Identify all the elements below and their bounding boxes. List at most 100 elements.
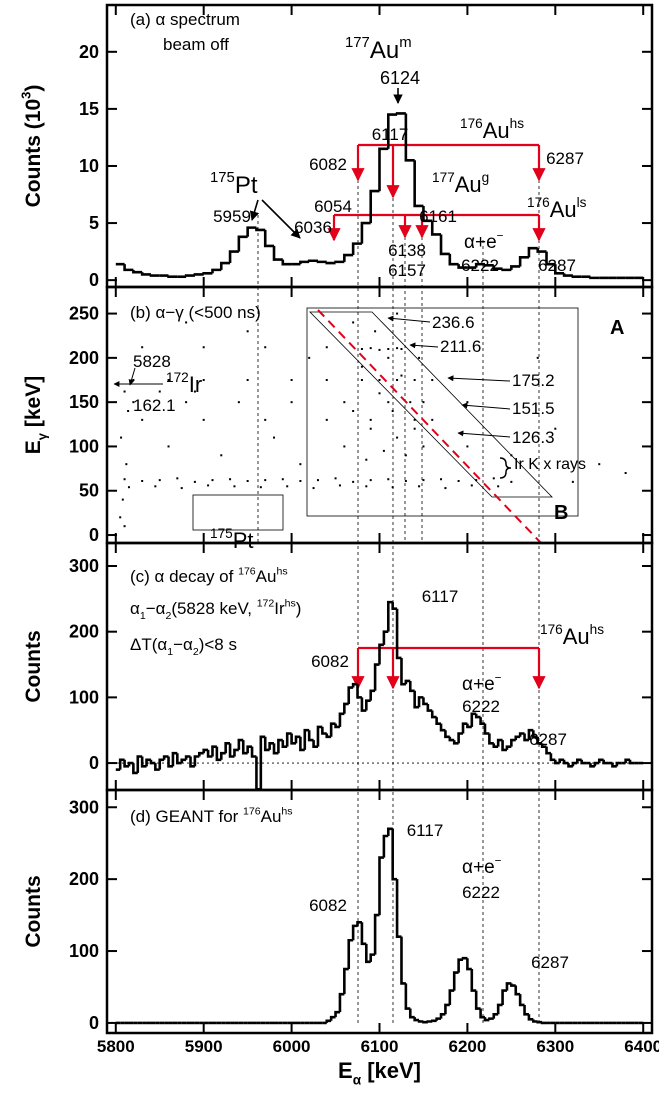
scatter-point bbox=[391, 486, 394, 489]
scatter-point bbox=[185, 321, 188, 324]
text-part: ) bbox=[22, 85, 45, 92]
annotation: 151.5 bbox=[512, 399, 555, 418]
histogram-bin bbox=[351, 682, 358, 688]
scatter-point bbox=[185, 401, 188, 404]
text-part: (5828 keV, bbox=[171, 599, 256, 618]
text-part: [keV] bbox=[361, 1058, 421, 1083]
scatter-point bbox=[132, 379, 135, 382]
x-tick-label: 6100 bbox=[361, 1037, 399, 1056]
annotation: 6287 bbox=[538, 256, 576, 275]
scatter-point bbox=[167, 445, 170, 448]
scatter-point bbox=[308, 356, 311, 359]
annotation: (a) α spectrum bbox=[130, 10, 240, 29]
histogram-bin bbox=[470, 712, 477, 727]
histogram-bin bbox=[145, 758, 151, 767]
histogram-bin bbox=[386, 600, 393, 632]
text-part: Au bbox=[261, 807, 282, 826]
scatter-point bbox=[264, 346, 267, 349]
annotation: 5828 bbox=[133, 352, 171, 371]
y-tick-label: 100 bbox=[69, 941, 99, 961]
text-part: − bbox=[495, 854, 502, 867]
histogram-bin bbox=[395, 608, 402, 660]
text-part: 1 bbox=[167, 646, 173, 658]
histogram-bin bbox=[457, 732, 464, 744]
x-tick-label: 6200 bbox=[448, 1037, 486, 1056]
histogram-bin bbox=[448, 253, 459, 266]
annotation: 6222 bbox=[462, 883, 500, 902]
histogram-bin bbox=[562, 759, 569, 765]
scatter-point bbox=[127, 486, 130, 489]
text-part: 176 bbox=[243, 805, 261, 817]
histogram-bin bbox=[589, 763, 595, 768]
histogram-bin bbox=[356, 920, 362, 926]
annotation: α+e− bbox=[464, 229, 504, 253]
histogram-bin bbox=[461, 956, 468, 960]
histogram-bin bbox=[470, 969, 477, 992]
scatter-point bbox=[220, 454, 223, 457]
histogram-bin bbox=[571, 275, 582, 279]
histogram-bin bbox=[422, 1020, 428, 1024]
scatter-point bbox=[246, 479, 249, 482]
histogram-bin bbox=[373, 913, 380, 955]
histogram-bin bbox=[193, 273, 204, 276]
histogram-bin bbox=[250, 746, 257, 758]
text-part: 2 bbox=[193, 646, 199, 658]
histogram-bin bbox=[461, 722, 468, 734]
text-part: Pt bbox=[233, 528, 254, 553]
histogram-bin bbox=[281, 740, 288, 748]
scatter-point bbox=[202, 379, 205, 382]
scatter-point bbox=[193, 480, 196, 483]
histogram-bin bbox=[510, 983, 516, 987]
histogram-bin bbox=[501, 989, 507, 1005]
histogram-bin bbox=[479, 717, 485, 725]
x-axis-title: Eα [keV] bbox=[338, 1058, 421, 1088]
histogram-bin bbox=[554, 759, 560, 765]
scatter-point bbox=[286, 485, 289, 488]
y-tick-label: 5 bbox=[89, 213, 99, 233]
scatter-point bbox=[404, 479, 407, 482]
histogram-bin bbox=[303, 728, 310, 750]
histogram-bin bbox=[400, 657, 406, 686]
histogram-bin bbox=[369, 953, 376, 962]
annotation: 175Pt bbox=[210, 526, 254, 553]
histogram-bin bbox=[149, 274, 160, 277]
histogram-bin bbox=[329, 1015, 336, 1021]
scatter-point bbox=[176, 477, 179, 480]
scatter-point bbox=[158, 479, 161, 482]
histogram-bin bbox=[514, 735, 521, 741]
scatter-point bbox=[299, 463, 302, 466]
histogram-bin bbox=[444, 730, 450, 739]
text-part: Ir bbox=[274, 599, 285, 618]
histogram-bin bbox=[149, 759, 156, 765]
scatter-point bbox=[202, 418, 205, 421]
histogram-bin bbox=[246, 226, 257, 237]
histogram-bin bbox=[404, 983, 411, 1010]
scatter-point bbox=[193, 390, 196, 393]
text-part: [keV] bbox=[22, 376, 45, 433]
histogram-bin bbox=[479, 1008, 485, 1019]
histogram-bin bbox=[488, 733, 494, 745]
scatter-point bbox=[409, 401, 412, 404]
text-part: 176 bbox=[540, 622, 563, 637]
scatter-point bbox=[624, 472, 627, 475]
histogram-bin bbox=[118, 758, 125, 770]
histogram-bin bbox=[426, 703, 433, 712]
annotation: 176Auls bbox=[527, 195, 587, 222]
y-tick-label: 150 bbox=[69, 392, 99, 412]
histogram-bin bbox=[439, 723, 446, 732]
scatter-point bbox=[237, 401, 240, 404]
annotation: 6222 bbox=[461, 256, 499, 275]
histogram-bin bbox=[132, 269, 143, 274]
y-tick-label: 0 bbox=[89, 1013, 99, 1033]
scatter-point bbox=[536, 356, 539, 359]
scatter-point bbox=[396, 312, 399, 315]
histogram-bin bbox=[501, 268, 512, 272]
scatter-point bbox=[400, 374, 403, 377]
histogram-bin bbox=[413, 160, 424, 208]
histogram-bin bbox=[193, 755, 200, 767]
text-part: 177 bbox=[345, 35, 370, 51]
histogram-bin bbox=[321, 726, 327, 735]
scatter-point bbox=[444, 487, 447, 490]
histogram-bin bbox=[184, 755, 191, 760]
histogram-bin bbox=[518, 732, 525, 737]
